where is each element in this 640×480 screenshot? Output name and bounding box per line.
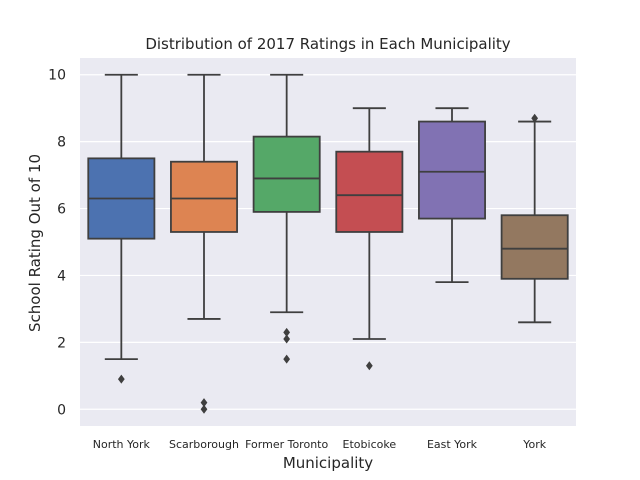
box-iqr xyxy=(170,160,238,233)
grid-lines xyxy=(80,74,576,410)
outlier-point xyxy=(365,361,373,371)
box-iqr xyxy=(252,135,321,213)
x-axis-label: Municipality xyxy=(283,454,373,472)
outlier-point xyxy=(283,327,291,337)
x-tick-label: York xyxy=(522,438,547,451)
plot-area xyxy=(80,58,576,426)
box-group xyxy=(335,107,404,371)
y-tick-label: 10 xyxy=(48,68,66,84)
x-tick-label: East York xyxy=(427,438,478,451)
box-group xyxy=(418,107,486,284)
box-iqr xyxy=(335,150,404,233)
y-tick-label: 2 xyxy=(57,335,66,351)
box-group xyxy=(500,113,569,324)
y-tick-label: 8 xyxy=(57,135,66,151)
chart-title: Distribution of 2017 Ratings in Each Mun… xyxy=(145,35,510,53)
y-axis-label: School Rating Out of 10 xyxy=(26,154,44,332)
boxes-layer xyxy=(87,73,569,414)
x-tick-label: Etobicoke xyxy=(343,438,397,451)
outlier-point xyxy=(531,113,539,123)
outlier-point xyxy=(200,398,208,408)
outlier-point xyxy=(117,374,125,384)
box-iqr xyxy=(418,120,486,220)
x-ticks: North York Scarborough Former Toronto Etobi… xyxy=(93,438,547,451)
y-tick-label: 4 xyxy=(57,268,66,284)
outlier-point xyxy=(283,354,291,364)
outlier-point xyxy=(283,334,291,344)
y-ticks: 0 2 4 6 8 10 xyxy=(48,68,66,419)
box-iqr xyxy=(500,214,569,280)
x-tick-label: Former Toronto xyxy=(245,438,328,451)
box-group xyxy=(170,73,238,414)
y-tick-label: 6 xyxy=(57,202,66,218)
x-tick-label: North York xyxy=(93,438,151,451)
y-tick-label: 0 xyxy=(57,402,66,418)
x-tick-label: Scarborough xyxy=(169,438,239,451)
box-group xyxy=(252,73,321,364)
box-group xyxy=(87,73,156,384)
outlier-point xyxy=(200,404,208,414)
